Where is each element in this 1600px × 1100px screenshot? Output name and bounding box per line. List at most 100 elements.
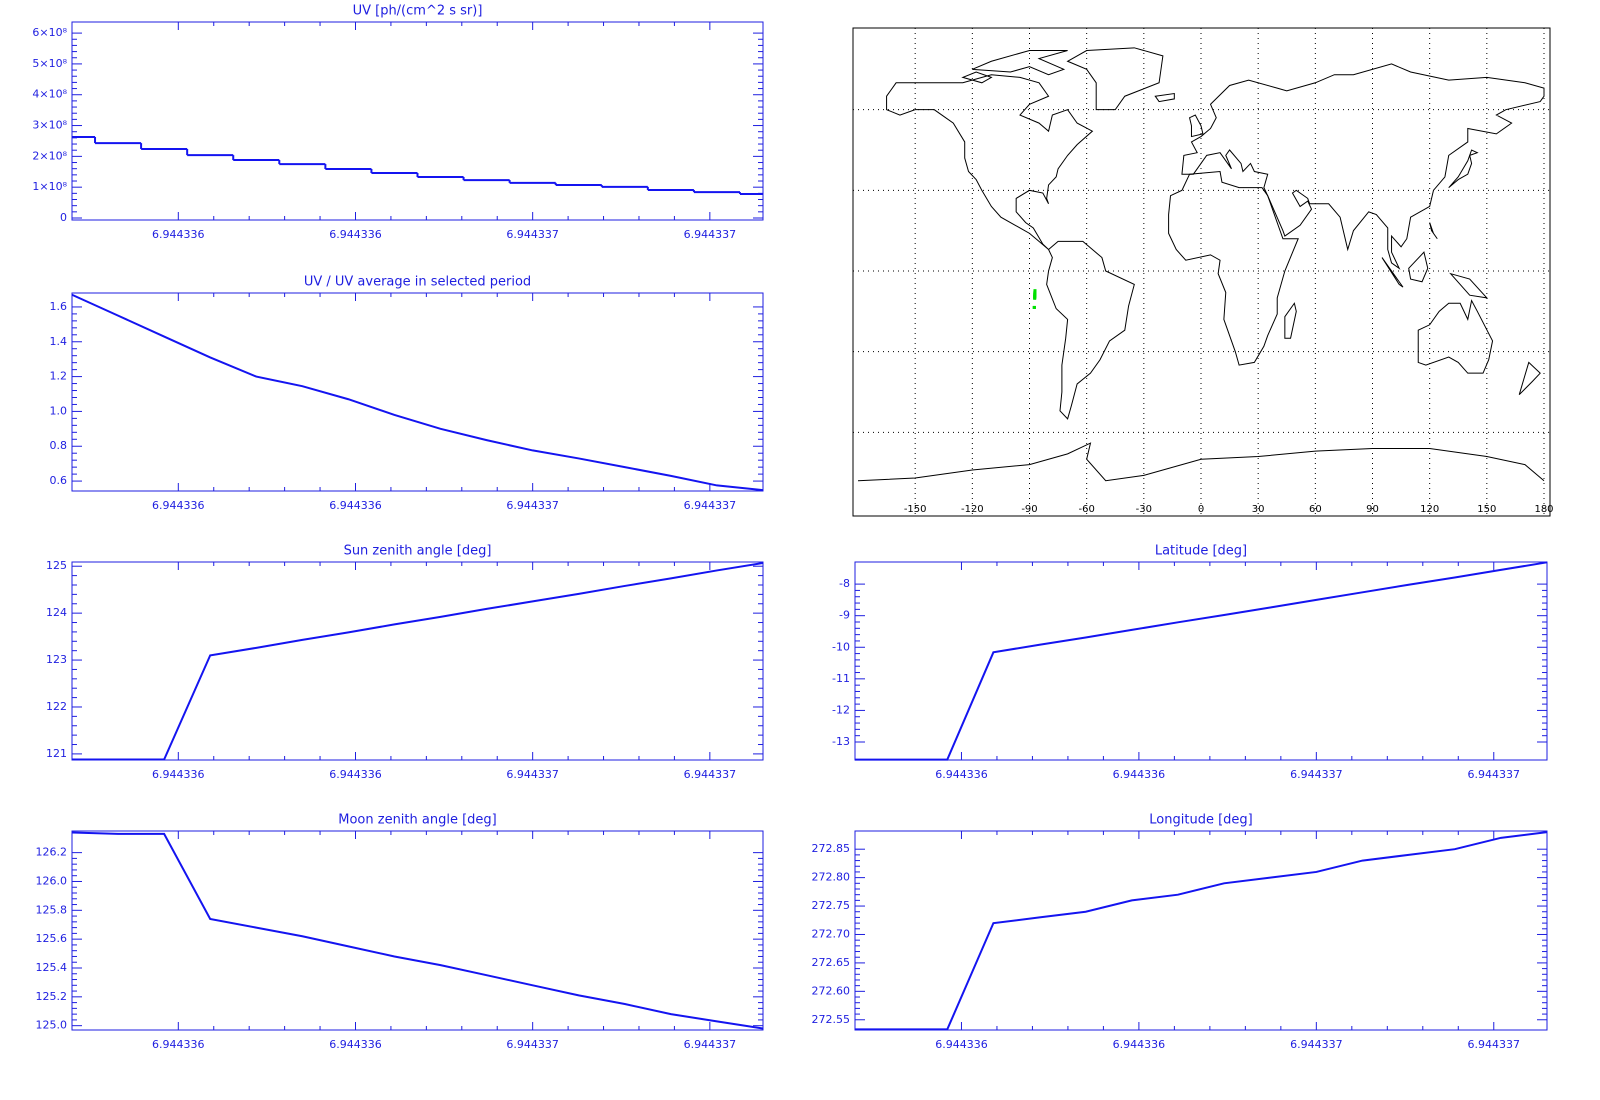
japan [1449,150,1478,188]
y-tick-label: -11 [832,672,850,685]
indonesia [1382,223,1487,298]
x-tick-label: 6.944337 [1468,1038,1521,1051]
y-tick-label: 0 [60,211,67,224]
y-tick-label: 2×10⁸ [32,149,67,162]
eurasia [1182,64,1544,268]
y-tick-label: 272.85 [812,842,851,855]
madagascar [1285,303,1296,338]
x-tick-label: 6.944336 [152,499,205,512]
new-zealand [1519,362,1540,394]
chart-title: Longitude [deg] [1149,813,1252,828]
y-tick-label: 4×10⁸ [32,88,67,101]
map-x-label: 30 [1252,504,1265,515]
map-x-label: 60 [1309,504,1322,515]
data-line [72,561,764,761]
y-tick-label: -8 [839,577,850,590]
y-tick-label: 3×10⁸ [32,119,67,132]
y-tick-label: 1.4 [50,335,68,348]
chart-title: Latitude [deg] [1155,544,1247,559]
north-america [887,75,1093,250]
coastlines [858,48,1544,481]
x-tick-label: 6.944336 [152,228,205,241]
iceland [1155,94,1174,102]
plot-frame [71,292,764,492]
y-tick-label: 0.8 [50,439,68,452]
y-tick-label: 1.0 [50,404,68,417]
y-tick-label: 125.8 [36,903,68,916]
y-tick-label: 126.2 [36,846,68,859]
map-frame [852,27,1551,517]
map-x-label: -60 [1078,504,1094,515]
y-tick-label: 124 [46,606,67,619]
map-x-label: -150 [904,504,927,515]
australia [1418,301,1492,374]
x-tick-label: 6.944337 [1290,768,1343,781]
y-tick-label: 125.6 [36,932,68,945]
britain [1190,115,1203,137]
x-tick-label: 6.944337 [684,228,737,241]
plot-frame [71,561,764,761]
greenland [1068,48,1163,110]
y-tick-label: 121 [46,747,67,760]
y-tick-label: 0.6 [50,474,68,487]
plot-frame [71,830,764,1031]
x-tick-label: 6.944336 [152,768,205,781]
track-point [1033,289,1037,293]
plot-frame [854,830,1548,1031]
chart-title: UV / UV average in selected period [304,275,531,290]
y-tick-label: 122 [46,700,67,713]
south-america [1047,241,1135,418]
x-tick-label: 6.944337 [506,499,559,512]
map-x-label: -30 [1136,504,1152,515]
data-line [71,293,764,492]
data-line [855,561,1548,761]
x-tick-label: 6.944337 [506,768,559,781]
x-tick-label: 6.944336 [935,1038,988,1051]
y-tick-label: 126.0 [36,874,68,887]
x-tick-label: 6.944337 [506,1038,559,1051]
x-tick-label: 6.944337 [684,499,737,512]
map-x-label: -120 [961,504,984,515]
x-tick-label: 6.944336 [329,228,382,241]
x-tick-label: 6.944336 [935,768,988,781]
plot-frame [71,21,764,221]
x-tick-label: 6.944336 [1113,768,1166,781]
x-tick-label: 6.944336 [152,1038,205,1051]
y-tick-label: 272.65 [812,956,851,969]
y-tick-label: 272.80 [812,871,851,884]
antarctica [858,443,1544,481]
x-tick-label: 6.944336 [329,768,382,781]
y-tick-label: 1×10⁸ [32,180,67,193]
map-x-label: 180 [1534,504,1553,515]
track-point [1032,305,1036,309]
x-tick-label: 6.944337 [684,768,737,781]
y-tick-label: 1.2 [50,370,68,383]
data-line [71,831,764,1030]
chart-title: Sun zenith angle [deg] [344,544,492,559]
y-tick-label: -9 [839,609,850,622]
x-tick-label: 6.944337 [1468,768,1521,781]
map-x-label: 120 [1420,504,1439,515]
map-x-label: 0 [1198,504,1204,515]
data-line [855,831,1548,1031]
y-tick-label: -12 [832,703,850,716]
x-tick-label: 6.944336 [1113,1038,1166,1051]
x-tick-label: 6.944336 [329,1038,382,1051]
y-tick-label: -13 [832,735,850,748]
x-tick-label: 6.944337 [1290,1038,1343,1051]
y-tick-label: 125 [46,559,67,572]
arctic-islands [963,51,1068,83]
y-tick-label: 5×10⁸ [32,57,67,70]
y-tick-label: 6×10⁸ [32,26,67,39]
y-tick-label: 272.60 [812,984,851,997]
chart-title: UV [ph/(cm^2 s sr)] [353,4,483,19]
y-tick-label: 1.6 [50,300,68,313]
x-tick-label: 6.944337 [684,1038,737,1051]
y-tick-label: 125.0 [36,1019,68,1032]
map-x-label: -90 [1021,504,1037,515]
map-x-label: 90 [1366,504,1379,515]
chart-title: Moon zenith angle [deg] [338,813,496,828]
